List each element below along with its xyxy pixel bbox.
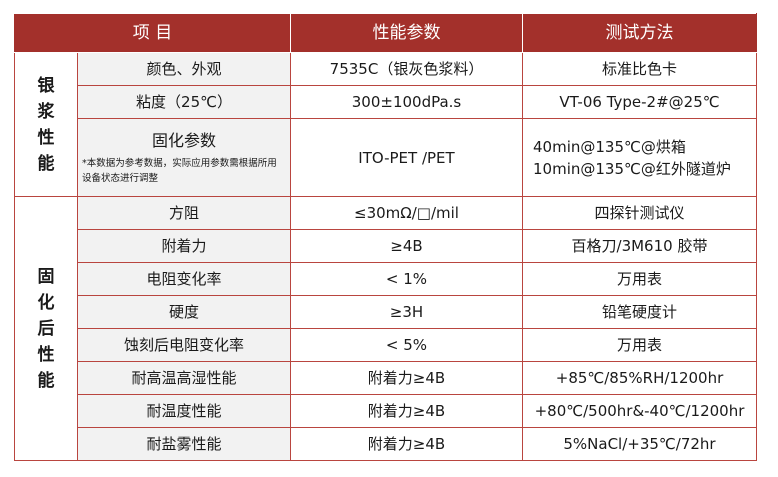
row-method: 铅笔硬度计 bbox=[522, 295, 757, 329]
spec-table: 项 目 性能参数 测试方法 银浆性能 颜色、外观 7535C（银灰色浆料） 标准… bbox=[14, 13, 757, 461]
row-method: VT-06 Type-2#@25℃ bbox=[522, 85, 757, 119]
row-item: 耐高温高湿性能 bbox=[77, 361, 291, 395]
row-method: 四探针测试仪 bbox=[522, 196, 757, 230]
row-param: ITO-PET /PET bbox=[290, 118, 523, 197]
row-method: +85℃/85%RH/1200hr bbox=[522, 361, 757, 395]
table-row: 附着力 ≥4B 百格刀/3M610 胶带 bbox=[15, 229, 757, 263]
table-row: 粘度（25℃） 300±100dPa.s VT-06 Type-2#@25℃ bbox=[15, 85, 757, 119]
row-method: +80℃/500hr&-40℃/1200hr bbox=[522, 394, 757, 428]
group-label-char: 能 bbox=[37, 153, 55, 174]
cure-method-line1: 40min@135℃@烘箱 bbox=[533, 137, 686, 156]
table-row: 电阻变化率 < 1% 万用表 bbox=[15, 262, 757, 296]
row-param: ≥3H bbox=[290, 295, 523, 329]
group-label-char: 银 bbox=[37, 75, 55, 96]
table-row: 耐温度性能 附着力≥4B +80℃/500hr&-40℃/1200hr bbox=[15, 394, 757, 428]
row-param: 附着力≥4B bbox=[290, 361, 523, 395]
row-item: 电阻变化率 bbox=[77, 262, 291, 296]
group-label-char: 固 bbox=[37, 266, 55, 287]
cure-note: *本数据为参考数据，实际应用参数需根据所用设备状态进行调整 bbox=[82, 157, 277, 184]
table-row: 固化后性能 方阻 ≤30mΩ/□/mil 四探针测试仪 bbox=[14, 196, 757, 461]
group-label-text: 固化后性能 bbox=[16, 264, 77, 394]
row-method-cure: 40min@135℃@烘箱 10min@135℃@红外隧道炉 bbox=[522, 118, 757, 197]
row-item: 耐盐雾性能 bbox=[77, 427, 291, 461]
group-label-cured: 固化后性能 bbox=[14, 196, 78, 461]
row-method: 百格刀/3M610 胶带 bbox=[522, 229, 757, 263]
group-label-char: 性 bbox=[37, 127, 55, 148]
table-row: 硬度 ≥3H 铅笔硬度计 bbox=[15, 295, 757, 329]
cure-method-line2: 10min@135℃@红外隧道炉 bbox=[533, 159, 731, 178]
row-param: < 1% bbox=[290, 262, 523, 296]
group-label-char: 化 bbox=[37, 292, 55, 313]
header-method: 测试方法 bbox=[522, 13, 757, 53]
table-row: 蚀刻后电阻变化率 < 5% 万用表 bbox=[15, 328, 757, 362]
group-label-text: 银浆性能 bbox=[16, 73, 77, 177]
row-item: 附着力 bbox=[77, 229, 291, 263]
row-method: 万用表 bbox=[522, 262, 757, 296]
table-row-cure: 固化参数 *本数据为参考数据，实际应用参数需根据所用设备状态进行调整 ITO-P… bbox=[15, 118, 757, 197]
row-method: 标准比色卡 bbox=[522, 52, 757, 86]
row-item: 粘度（25℃） bbox=[77, 85, 291, 119]
table-row: 银浆性能 颜色、外观 7535C（银灰色浆料） 标准比色卡 bbox=[14, 52, 757, 197]
group-label-paste: 银浆性能 bbox=[14, 52, 78, 197]
row-param: < 5% bbox=[290, 328, 523, 362]
row-item: 方阻 bbox=[77, 196, 291, 230]
row-item: 蚀刻后电阻变化率 bbox=[77, 328, 291, 362]
table-row: 耐高温高湿性能 附着力≥4B +85℃/85%RH/1200hr bbox=[15, 361, 757, 395]
row-param: ≤30mΩ/□/mil bbox=[290, 196, 523, 230]
row-param: 附着力≥4B bbox=[290, 427, 523, 461]
header-param: 性能参数 bbox=[290, 13, 523, 53]
row-item: 耐温度性能 bbox=[77, 394, 291, 428]
row-param: 300±100dPa.s bbox=[290, 85, 523, 119]
row-param: ≥4B bbox=[290, 229, 523, 263]
row-method: 万用表 bbox=[522, 328, 757, 362]
row-item: 颜色、外观 bbox=[77, 52, 291, 86]
row-item: 硬度 bbox=[77, 295, 291, 329]
row-method: 5%NaCl/+35℃/72hr bbox=[522, 427, 757, 461]
row-item-cure: 固化参数 *本数据为参考数据，实际应用参数需根据所用设备状态进行调整 bbox=[77, 118, 291, 197]
group-label-char: 后 bbox=[37, 318, 55, 339]
cure-item-title: 固化参数 bbox=[151, 130, 216, 150]
group-label-char: 能 bbox=[37, 370, 55, 391]
table-row: 耐盐雾性能 附着力≥4B 5%NaCl/+35℃/72hr bbox=[15, 427, 757, 461]
row-param: 附着力≥4B bbox=[290, 394, 523, 428]
group-label-char: 性 bbox=[37, 344, 55, 365]
group-label-char: 浆 bbox=[37, 101, 55, 122]
header-row: 项 目 性能参数 测试方法 bbox=[14, 13, 757, 53]
row-param: 7535C（银灰色浆料） bbox=[290, 52, 523, 86]
header-item: 项 目 bbox=[14, 13, 291, 53]
spec-table-container: 项 目 性能参数 测试方法 银浆性能 颜色、外观 7535C（银灰色浆料） 标准… bbox=[14, 13, 757, 461]
